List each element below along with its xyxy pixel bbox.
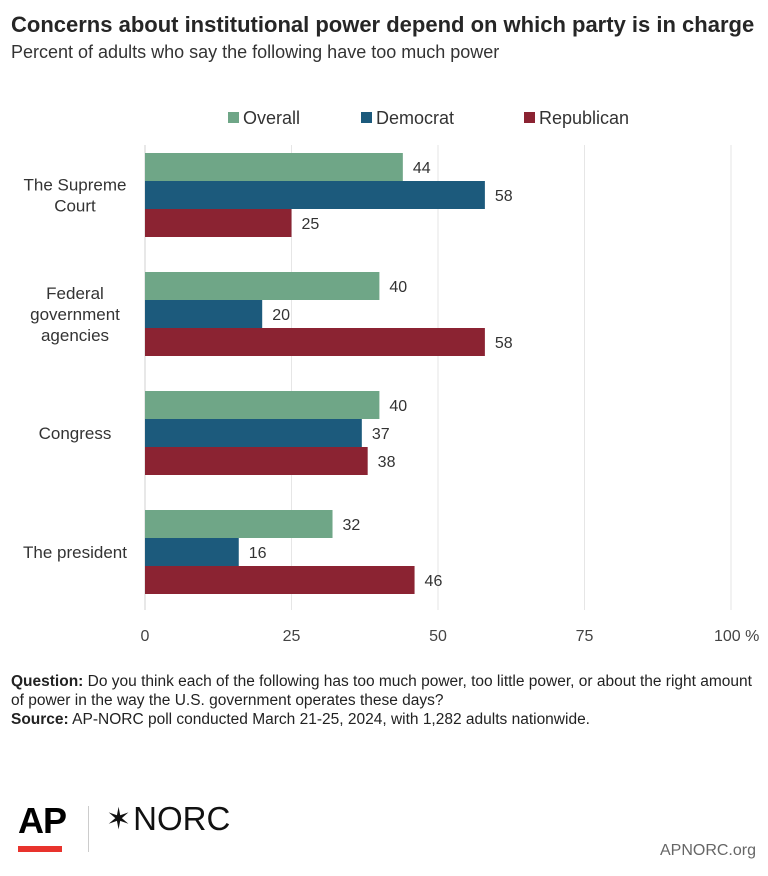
bar xyxy=(145,538,239,566)
footnote: Question: Do you think each of the follo… xyxy=(11,672,756,729)
bar xyxy=(145,272,380,300)
bar xyxy=(145,566,415,594)
ap-logo: AP xyxy=(18,800,67,841)
bar xyxy=(145,328,485,356)
x-tick-label: 0 xyxy=(141,628,150,645)
x-tick-label: 75 xyxy=(576,628,594,645)
norc-logo: ✶ NORC xyxy=(106,800,230,838)
norc-star-icon: ✶ xyxy=(106,802,132,836)
category-label: Congress xyxy=(39,424,112,443)
bar xyxy=(145,391,380,419)
bar-value-label: 25 xyxy=(302,216,320,233)
bar-value-label: 38 xyxy=(378,454,396,471)
bar xyxy=(145,153,403,181)
bar-value-label: 40 xyxy=(389,398,407,415)
site-url: APNORC.org xyxy=(659,842,756,859)
bar xyxy=(145,181,485,209)
bar-value-label: 46 xyxy=(425,573,443,590)
question-label: Question: xyxy=(11,673,84,690)
question-note: Question: Do you think each of the follo… xyxy=(11,672,756,710)
bar-value-label: 40 xyxy=(389,279,407,296)
source-text: AP-NORC poll conducted March 21-25, 2024… xyxy=(72,711,590,728)
bar xyxy=(145,209,292,237)
bar-value-label: 20 xyxy=(272,307,290,324)
bar-chart: 0 25 50 75 100 % Overall Democrat Republican 44 5… xyxy=(23,108,759,645)
x-tick-label: 100 % xyxy=(714,628,759,645)
bar xyxy=(145,419,362,447)
chart-title: Concerns about institutional power depen… xyxy=(11,12,755,37)
bar xyxy=(145,510,333,538)
bar xyxy=(145,300,263,328)
bar-value-label: 16 xyxy=(249,545,267,562)
legend-swatch xyxy=(361,112,372,123)
legend-swatch xyxy=(228,112,239,123)
question-text: Do you think each of the following has t… xyxy=(11,673,752,709)
category-label: The Supreme xyxy=(24,176,127,195)
category-label: agencies xyxy=(41,326,109,345)
legend-swatch xyxy=(524,112,535,123)
legend-label: Democrat xyxy=(376,108,454,128)
category-label: Court xyxy=(54,197,96,216)
bar-value-label: 44 xyxy=(413,160,431,177)
ap-logo-underline xyxy=(18,846,62,852)
category-label: government xyxy=(30,305,120,324)
bar-value-label: 58 xyxy=(495,188,513,205)
category-label: The president xyxy=(23,543,127,562)
x-tick-label: 50 xyxy=(429,628,447,645)
source-label: Source: xyxy=(11,711,69,728)
bar-value-label: 32 xyxy=(343,517,361,534)
source-note: Source: AP-NORC poll conducted March 21-… xyxy=(11,710,756,729)
category-label: Federal xyxy=(46,284,104,303)
bar xyxy=(145,447,368,475)
legend-label: Overall xyxy=(243,108,300,128)
legend-label: Republican xyxy=(539,108,629,128)
bar-value-label: 58 xyxy=(495,335,513,352)
norc-logo-text: NORC xyxy=(133,800,231,837)
bar-value-label: 37 xyxy=(372,426,390,443)
x-tick-label: 25 xyxy=(283,628,301,645)
logo-divider xyxy=(88,806,89,852)
chart-subtitle: Percent of adults who say the following … xyxy=(11,42,500,62)
